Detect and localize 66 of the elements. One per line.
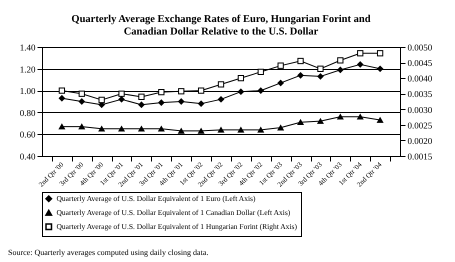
point bbox=[357, 50, 364, 56]
point bbox=[317, 118, 324, 124]
point bbox=[78, 98, 85, 105]
point bbox=[337, 114, 344, 120]
point bbox=[238, 88, 244, 95]
point bbox=[337, 66, 344, 74]
point bbox=[58, 87, 66, 94]
point bbox=[238, 74, 244, 82]
y2-tick-label: 0.0030 bbox=[408, 104, 433, 115]
point bbox=[376, 117, 384, 123]
y2-tick-label: 0.0015 bbox=[408, 152, 433, 162]
point bbox=[218, 127, 224, 133]
point bbox=[178, 88, 184, 94]
point bbox=[218, 81, 224, 88]
point bbox=[118, 96, 125, 102]
point bbox=[98, 126, 105, 132]
chart-title: Quarterly Average Exchange Rates of Euro, Hungarian Forint and Canadian Dollar Relative to the U.S. Dollar bbox=[71, 14, 371, 38]
point bbox=[118, 90, 125, 97]
point bbox=[297, 119, 304, 125]
point bbox=[158, 99, 164, 106]
point bbox=[297, 72, 304, 78]
point bbox=[337, 57, 344, 64]
point bbox=[98, 96, 105, 104]
point bbox=[178, 98, 184, 105]
point bbox=[118, 126, 125, 132]
point bbox=[376, 66, 384, 72]
y2-tick-label: 0.0020 bbox=[408, 136, 433, 146]
point bbox=[317, 66, 324, 72]
y-tick-label: 0.60 bbox=[20, 130, 36, 140]
point bbox=[278, 80, 284, 86]
point bbox=[376, 50, 384, 56]
point bbox=[258, 68, 264, 76]
point bbox=[278, 124, 284, 130]
point bbox=[138, 126, 145, 132]
y2-tick-label: 0.0045 bbox=[408, 58, 433, 68]
point bbox=[78, 124, 85, 130]
point bbox=[357, 61, 364, 68]
point bbox=[317, 73, 324, 80]
y-tick-label: 1.40 bbox=[20, 42, 36, 52]
point bbox=[58, 95, 66, 102]
y2-tick-label: 0.0040 bbox=[408, 74, 433, 84]
point bbox=[278, 62, 284, 69]
y2-tick-label: 0.0050 bbox=[408, 42, 433, 52]
point bbox=[178, 128, 184, 134]
y2-tick-label: 0.0025 bbox=[408, 120, 433, 130]
point bbox=[357, 114, 364, 120]
point bbox=[138, 94, 145, 100]
point bbox=[258, 87, 264, 94]
source-note: Source: Quarterly averages computed using daily closing data. bbox=[8, 248, 208, 257]
point bbox=[78, 90, 85, 97]
point bbox=[198, 128, 204, 134]
point bbox=[138, 102, 145, 108]
point bbox=[198, 100, 204, 107]
point bbox=[198, 87, 204, 94]
point bbox=[158, 126, 164, 132]
point bbox=[218, 96, 224, 102]
point bbox=[58, 124, 66, 130]
point bbox=[258, 127, 264, 133]
y-tick-label: 1.20 bbox=[20, 64, 36, 74]
y-tick-label: 1.00 bbox=[20, 86, 36, 96]
y2-tick-label: 0.0035 bbox=[408, 89, 433, 100]
point bbox=[158, 89, 164, 96]
y-tick-label: 0.40 bbox=[20, 152, 36, 162]
point bbox=[297, 58, 304, 64]
y-tick-label: 0.80 bbox=[20, 108, 36, 118]
point bbox=[238, 127, 244, 133]
